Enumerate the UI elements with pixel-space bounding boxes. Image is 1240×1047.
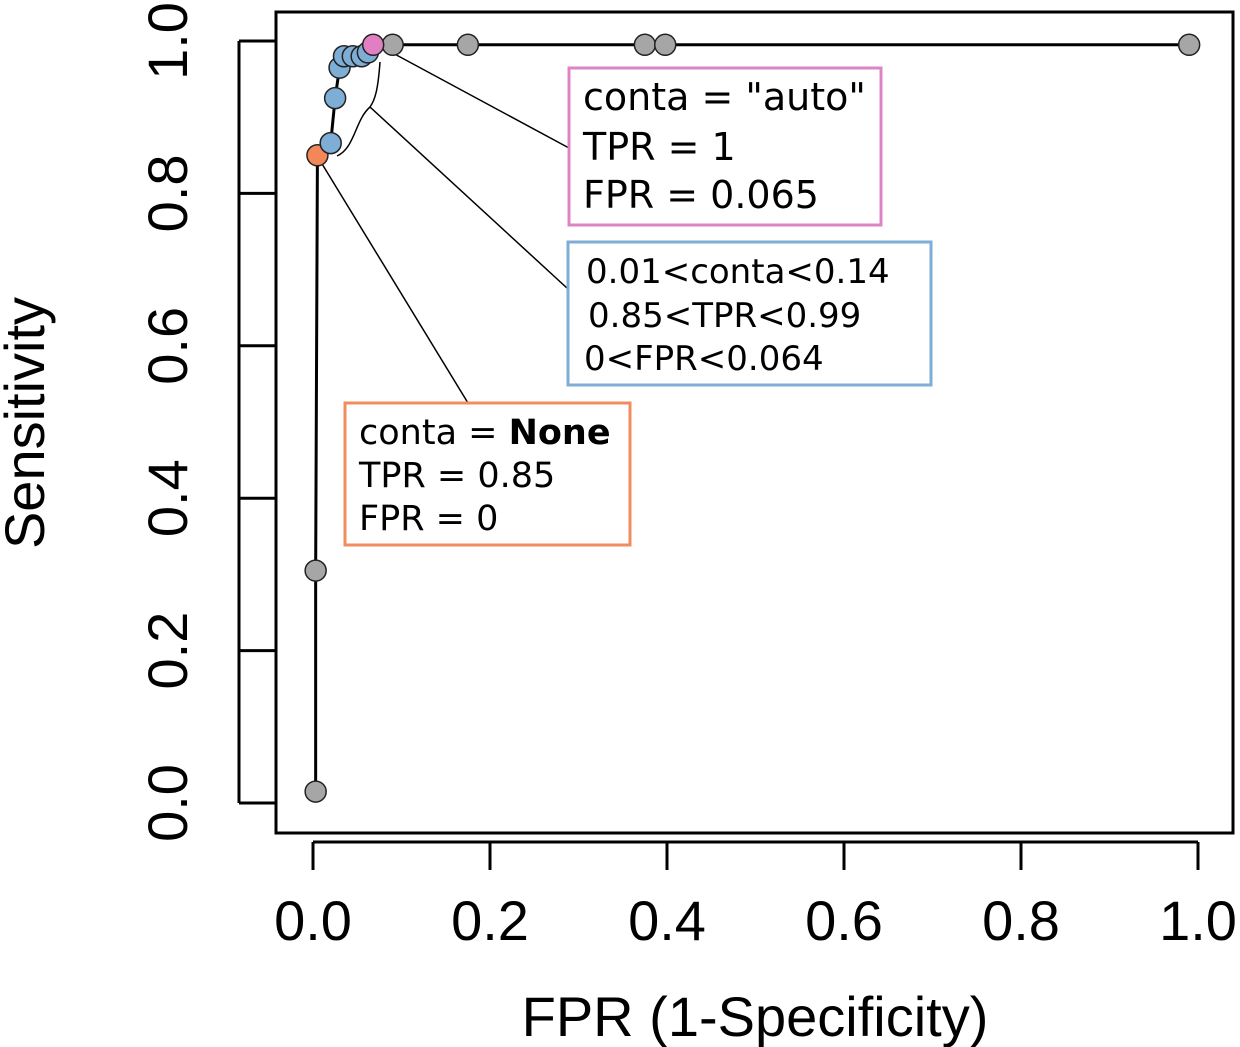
none-callout-bold: None xyxy=(509,413,611,453)
range-callout-line1: 0.01<conta<0.14 xyxy=(586,252,890,292)
y-axis-title: Sensitivity xyxy=(0,297,56,549)
auto-callout-line2: TPR = 1 xyxy=(582,125,736,169)
roc-point-other xyxy=(304,559,327,582)
roc-point-other xyxy=(1177,33,1201,57)
auto-callout-line1: conta = "auto" xyxy=(583,75,866,119)
range-callout-line3: 0<FPR<0.064 xyxy=(584,339,824,379)
none-callout-prefix: conta = xyxy=(359,413,509,453)
auto-callout-line3: FPR = 0.065 xyxy=(583,173,819,217)
none-callout-line1: conta = None xyxy=(359,413,611,453)
none-callout-line3: FPR = 0 xyxy=(359,499,498,539)
y-tick-label: 1.0 xyxy=(136,2,199,80)
roc-point-other xyxy=(456,33,480,57)
none-callout: conta = None TPR = 0.85 FPR = 0 xyxy=(343,401,632,547)
range-leader-line xyxy=(336,61,569,290)
x-tick-label: 1.0 xyxy=(1159,889,1237,952)
x-tick-label: 0.6 xyxy=(805,889,883,952)
range-callout: 0.01<conta<0.14 0.85<TPR<0.99 0<FPR<0.06… xyxy=(566,240,933,387)
y-tick-label: 0.8 xyxy=(136,154,199,232)
plot-frame xyxy=(274,10,1235,835)
x-tick-label: 0.4 xyxy=(628,889,706,952)
x-tick-label: 0.2 xyxy=(451,889,529,952)
roc-points xyxy=(304,33,1201,803)
roc-point-range xyxy=(319,131,342,155)
range-callout-box xyxy=(566,240,933,387)
none-callout-box xyxy=(343,401,632,547)
range-callout-line2: 0.85<TPR<0.99 xyxy=(588,296,861,336)
roc-point-other xyxy=(381,33,404,57)
roc-point-other xyxy=(304,780,327,803)
auto-leader-line xyxy=(375,43,570,149)
roc-point-auto xyxy=(361,33,385,57)
y-axis: 0.0 0.2 0.4 0.6 0.8 1.0 xyxy=(136,2,276,842)
auto-callout: conta = "auto" TPR = 1 FPR = 0.065 xyxy=(567,66,883,227)
roc-point-other xyxy=(633,33,657,57)
x-axis: 0.0 0.2 0.4 0.6 0.8 1.0 xyxy=(274,840,1237,952)
roc-point-range xyxy=(323,86,347,110)
none-callout-line2: TPR = 0.85 xyxy=(358,456,555,496)
callout-leaders xyxy=(315,43,570,404)
y-tick-label: 0.2 xyxy=(136,612,199,690)
roc-point-other xyxy=(653,33,677,57)
x-tick-label: 0.0 xyxy=(274,889,352,952)
x-axis-title: FPR (1-Specificity) xyxy=(522,985,989,1047)
x-tick-label: 0.8 xyxy=(982,889,1060,952)
auto-callout-box xyxy=(567,66,883,227)
y-tick-label: 0.0 xyxy=(136,764,199,842)
y-tick-label: 0.4 xyxy=(136,459,199,537)
none-leader-line xyxy=(315,153,469,404)
y-tick-label: 0.6 xyxy=(136,307,199,385)
